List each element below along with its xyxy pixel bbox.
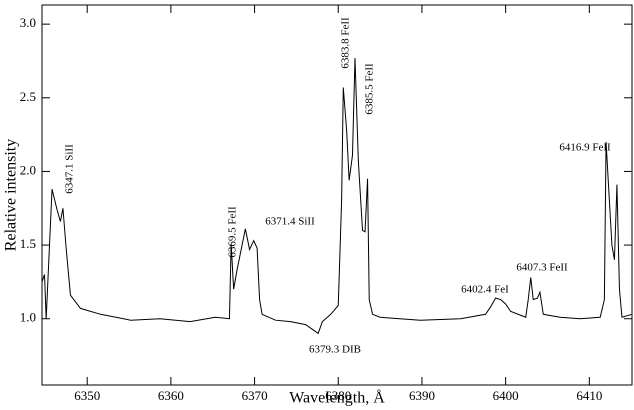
x-tick-label: 6400: [493, 388, 519, 403]
spectrum-line: [41, 58, 633, 335]
annotation: 6385.5 FeII: [364, 63, 376, 115]
x-tick-label: 6350: [74, 388, 100, 403]
annotation: 6371.4 SiII: [265, 216, 315, 228]
annotation: 6369.5 FeII: [227, 206, 239, 258]
plot-frame: [41, 4, 633, 386]
y-tick-label: 1.5: [20, 236, 36, 251]
annotation: 6379.3 DIB: [309, 344, 361, 356]
annotation: 6347.1 SiII: [64, 144, 76, 194]
x-tick-label: 6390: [409, 388, 435, 403]
x-tick-label: 6360: [158, 388, 184, 403]
annotation: 6402.4 FeI: [461, 284, 509, 296]
x-axis-label: Wavelength, Å: [289, 389, 385, 407]
x-tick-label: 6410: [576, 388, 602, 403]
annotation: 6407.3 FeII: [516, 262, 568, 274]
y-axis-label: Relative intensity: [3, 139, 20, 251]
annotation: 6416.9 FeII: [559, 142, 611, 154]
y-tick-label: 3.0: [20, 15, 36, 30]
x-tick-label: 6380: [325, 388, 351, 403]
y-tick-label: 1.0: [20, 310, 36, 325]
annotation: 6383.8 FeII: [340, 17, 352, 69]
y-tick-label: 2.0: [20, 162, 36, 177]
x-tick-label: 6370: [242, 388, 268, 403]
y-tick-label: 2.5: [20, 89, 36, 104]
